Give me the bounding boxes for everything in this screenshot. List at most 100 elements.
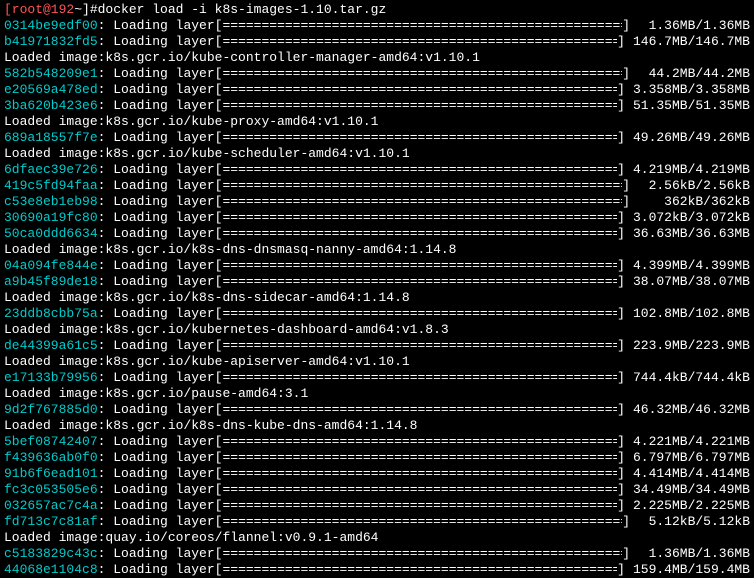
loading-layer-label: : Loading layer — [98, 82, 215, 98]
layer-size: 4.414MB/4.414MB — [625, 466, 750, 482]
progress-bar: ========================================… — [222, 194, 622, 210]
progress-open-bracket: [ — [215, 98, 223, 114]
layer-row: 30690a19fc80: Loading layer [===========… — [4, 210, 750, 226]
progress-bar: ========================================… — [222, 82, 617, 98]
layer-hash: c5183829c43c — [4, 546, 98, 562]
loaded-image-row: Loaded image: k8s.gcr.io/kube-apiserver-… — [4, 354, 750, 370]
layer-size: 38.07MB/38.07MB — [625, 274, 750, 290]
loaded-image-row: Loaded image: k8s.gcr.io/kubernetes-dash… — [4, 322, 750, 338]
progress-open-bracket: [ — [215, 18, 223, 34]
layer-hash: 5bef08742407 — [4, 434, 98, 450]
loading-layer-label: : Loading layer — [98, 498, 215, 514]
progress-close-bracket: ] — [617, 482, 625, 498]
layer-hash: c53e8eb1eb98 — [4, 194, 98, 210]
loaded-image-label: Loaded image: — [4, 290, 105, 306]
layer-row: 04a094fe844e: Loading layer [===========… — [4, 258, 750, 274]
loaded-image-row: Loaded image: k8s.gcr.io/k8s-dns-kube-dn… — [4, 418, 750, 434]
layer-hash: fc3c053505e6 — [4, 482, 98, 498]
loaded-image-row: Loaded image: k8s.gcr.io/k8s-dns-dnsmasq… — [4, 242, 750, 258]
layer-size: 5.12kB/5.12kB — [630, 514, 750, 530]
layer-row: c53e8eb1eb98: Loading layer [===========… — [4, 194, 750, 210]
progress-bar: ========================================… — [222, 306, 617, 322]
progress-bar: ========================================… — [222, 226, 617, 242]
progress-close-bracket: ] — [617, 498, 625, 514]
loading-layer-label: : Loading layer — [98, 210, 215, 226]
progress-close-bracket: ] — [622, 546, 630, 562]
layer-row: 9d2f767885d0: Loading layer [===========… — [4, 402, 750, 418]
progress-bar: ========================================… — [222, 66, 622, 82]
layer-hash: de44399a61c5 — [4, 338, 98, 354]
layer-hash: 0314be9edf00 — [4, 18, 98, 34]
progress-close-bracket: ] — [622, 514, 630, 530]
layer-size: 36.63MB/36.63MB — [625, 226, 750, 242]
progress-open-bracket: [ — [215, 210, 223, 226]
loading-layer-label: : Loading layer — [98, 274, 215, 290]
progress-close-bracket: ] — [622, 178, 630, 194]
layer-size: 2.225MB/2.225MB — [625, 498, 750, 514]
layer-row: 582b548209e1: Loading layer [===========… — [4, 66, 750, 82]
progress-close-bracket: ] — [617, 130, 625, 146]
loaded-image-row: Loaded image: k8s.gcr.io/kube-proxy-amd6… — [4, 114, 750, 130]
loading-layer-label: : Loading layer — [98, 546, 215, 562]
loaded-image-name: k8s.gcr.io/k8s-dns-kube-dns-amd64:1.14.8 — [105, 418, 417, 434]
progress-open-bracket: [ — [215, 258, 223, 274]
progress-bar: ========================================… — [222, 18, 622, 34]
layer-hash: f439636ab0f0 — [4, 450, 98, 466]
progress-close-bracket: ] — [622, 194, 630, 210]
command-text: docker load -i k8s-images-1.10.tar.gz — [98, 2, 387, 18]
layer-size: 46.32MB/46.32MB — [625, 402, 750, 418]
layer-row: 689a18557f7e: Loading layer [===========… — [4, 130, 750, 146]
loaded-image-label: Loaded image: — [4, 354, 105, 370]
progress-open-bracket: [ — [215, 482, 223, 498]
layer-size: 146.7MB/146.7MB — [625, 34, 750, 50]
loading-layer-label: : Loading layer — [98, 162, 215, 178]
loaded-image-row: Loaded image: k8s.gcr.io/k8s-dns-sidecar… — [4, 290, 750, 306]
progress-open-bracket: [ — [215, 370, 223, 386]
loaded-image-label: Loaded image: — [4, 418, 105, 434]
layer-size: 4.219MB/4.219MB — [625, 162, 750, 178]
loaded-image-name: k8s.gcr.io/k8s-dns-dnsmasq-nanny-amd64:1… — [105, 242, 456, 258]
progress-open-bracket: [ — [215, 162, 223, 178]
progress-bar: ========================================… — [222, 514, 622, 530]
layer-size: 362kB/362kB — [630, 194, 750, 210]
layer-row: b41971832fd5: Loading layer [===========… — [4, 34, 750, 50]
progress-bar: ========================================… — [222, 338, 617, 354]
progress-bar: ========================================… — [222, 402, 617, 418]
progress-open-bracket: [ — [215, 178, 223, 194]
progress-bar: ========================================… — [222, 210, 617, 226]
loading-layer-label: : Loading layer — [98, 338, 215, 354]
progress-close-bracket: ] — [617, 226, 625, 242]
loading-layer-label: : Loading layer — [98, 306, 215, 322]
layer-size: 159.4MB/159.4MB — [625, 562, 750, 578]
loading-layer-label: : Loading layer — [98, 258, 215, 274]
layer-hash: 582b548209e1 — [4, 66, 98, 82]
layer-hash: 44068e1104c8 — [4, 562, 98, 578]
progress-open-bracket: [ — [215, 402, 223, 418]
layer-hash: 30690a19fc80 — [4, 210, 98, 226]
progress-open-bracket: [ — [215, 466, 223, 482]
progress-open-bracket: [ — [215, 226, 223, 242]
loaded-image-row: Loaded image: quay.io/coreos/flannel:v0.… — [4, 530, 750, 546]
layer-hash: 6dfaec39e726 — [4, 162, 98, 178]
loaded-image-name: k8s.gcr.io/kube-proxy-amd64:v1.10.1 — [105, 114, 378, 130]
loading-layer-label: : Loading layer — [98, 482, 215, 498]
loading-layer-label: : Loading layer — [98, 466, 215, 482]
progress-close-bracket: ] — [617, 450, 625, 466]
progress-close-bracket: ] — [622, 66, 630, 82]
layer-row: 032657ac7c4a: Loading layer [===========… — [4, 498, 750, 514]
layer-size: 34.49MB/34.49MB — [625, 482, 750, 498]
loading-layer-label: : Loading layer — [98, 450, 215, 466]
progress-close-bracket: ] — [617, 162, 625, 178]
layer-hash: 3ba620b423e6 — [4, 98, 98, 114]
loading-layer-label: : Loading layer — [98, 434, 215, 450]
layer-size: 1.36MB/1.36MB — [630, 18, 750, 34]
layer-row: e20569a478ed: Loading layer [===========… — [4, 82, 750, 98]
progress-close-bracket: ] — [617, 274, 625, 290]
progress-close-bracket: ] — [617, 466, 625, 482]
loaded-image-label: Loaded image: — [4, 386, 105, 402]
loaded-image-row: Loaded image: k8s.gcr.io/pause-amd64:3.1 — [4, 386, 750, 402]
loading-layer-label: : Loading layer — [98, 514, 215, 530]
loaded-image-label: Loaded image: — [4, 322, 105, 338]
progress-open-bracket: [ — [215, 194, 223, 210]
layer-size: 4.399MB/4.399MB — [625, 258, 750, 274]
